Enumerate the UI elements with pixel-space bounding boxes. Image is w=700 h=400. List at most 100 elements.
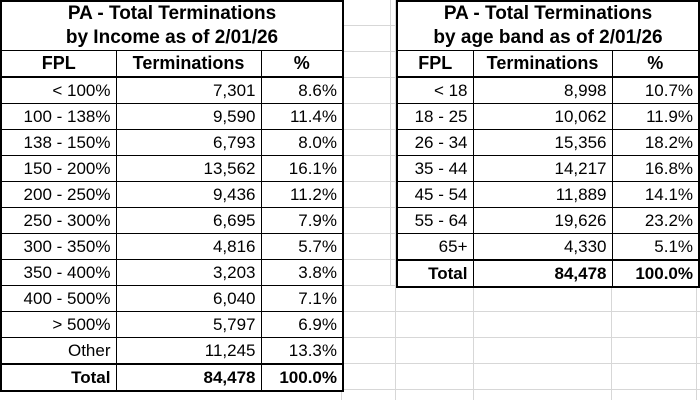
column-header-fpl[interactable]: FPL xyxy=(0,50,117,78)
percent-cell[interactable]: 16.1% xyxy=(260,155,344,182)
terminations-cell[interactable]: 7,301 xyxy=(115,76,262,104)
percent-cell[interactable]: 6.9% xyxy=(260,311,344,338)
terminations-cell[interactable]: 19,626 xyxy=(472,207,613,234)
terminations-cell[interactable]: 6,040 xyxy=(115,285,262,312)
fpl-cell[interactable]: 45 - 54 xyxy=(396,181,474,208)
percent-cell[interactable]: 5.7% xyxy=(260,233,344,260)
fpl-cell[interactable]: 300 - 350% xyxy=(0,233,117,260)
terminations-cell[interactable]: 11,889 xyxy=(472,181,613,208)
fpl-cell[interactable]: Other xyxy=(0,337,117,365)
total-percent-cell[interactable]: 100.0% xyxy=(611,259,700,288)
total-terminations-cell[interactable]: 84,478 xyxy=(472,259,613,288)
table-row: 100 - 138% 9,590 11.4% xyxy=(0,103,344,130)
percent-cell[interactable]: 23.2% xyxy=(611,207,700,234)
gridline-vertical xyxy=(395,0,396,400)
gridline-vertical xyxy=(390,0,391,286)
title-row: PA - Total Terminations by Income as of … xyxy=(0,0,344,51)
table-title-line2: by age band as of 2/01/26 xyxy=(433,27,663,48)
terminations-cell[interactable]: 3,203 xyxy=(115,259,262,286)
fpl-cell[interactable]: 65+ xyxy=(396,233,474,261)
percent-cell[interactable]: 11.9% xyxy=(611,103,700,130)
percent-cell[interactable]: 14.1% xyxy=(611,181,700,208)
terminations-cell[interactable]: 15,356 xyxy=(472,129,613,156)
age-terminations-table: PA - Total Terminations by age band as o… xyxy=(396,0,700,288)
percent-cell[interactable]: 18.2% xyxy=(611,129,700,156)
income-terminations-table: PA - Total Terminations by Income as of … xyxy=(0,0,344,392)
table-row: 250 - 300% 6,695 7.9% xyxy=(0,207,344,234)
fpl-cell[interactable]: 138 - 150% xyxy=(0,129,117,156)
percent-cell[interactable]: 13.3% xyxy=(260,337,344,365)
table-row: 400 - 500% 6,040 7.1% xyxy=(0,285,344,312)
fpl-cell[interactable]: 350 - 400% xyxy=(0,259,117,286)
table-title[interactable]: PA - Total Terminations by Income as of … xyxy=(0,0,344,51)
percent-cell[interactable]: 7.9% xyxy=(260,207,344,234)
total-terminations-cell[interactable]: 84,478 xyxy=(115,363,262,392)
fpl-cell[interactable]: 26 - 34 xyxy=(396,129,474,156)
table-row: 45 - 54 11,889 14.1% xyxy=(396,181,700,208)
title-row: PA - Total Terminations by age band as o… xyxy=(396,0,700,51)
table-row: 150 - 200% 13,562 16.1% xyxy=(0,155,344,182)
percent-cell[interactable]: 16.8% xyxy=(611,155,700,182)
fpl-cell[interactable]: 200 - 250% xyxy=(0,181,117,208)
column-header-percent[interactable]: % xyxy=(260,50,344,78)
fpl-cell[interactable]: < 100% xyxy=(0,76,117,104)
fpl-cell[interactable]: > 500% xyxy=(0,311,117,338)
terminations-cell[interactable]: 4,816 xyxy=(115,233,262,260)
table-title-line1: PA - Total Terminations xyxy=(67,3,277,24)
terminations-cell[interactable]: 4,330 xyxy=(472,233,613,261)
table-row: 35 - 44 14,217 16.8% xyxy=(396,155,700,182)
total-row: Total 84,478 100.0% xyxy=(396,259,700,288)
table-row: < 18 8,998 10.7% xyxy=(396,76,700,104)
fpl-cell[interactable]: < 18 xyxy=(396,76,474,104)
fpl-cell[interactable]: 150 - 200% xyxy=(0,155,117,182)
percent-cell[interactable]: 10.7% xyxy=(611,76,700,104)
terminations-cell[interactable]: 14,217 xyxy=(472,155,613,182)
total-percent-cell[interactable]: 100.0% xyxy=(260,363,344,392)
terminations-cell[interactable]: 6,793 xyxy=(115,129,262,156)
table-row: > 500% 5,797 6.9% xyxy=(0,311,344,338)
terminations-cell[interactable]: 9,436 xyxy=(115,181,262,208)
fpl-cell[interactable]: 100 - 138% xyxy=(0,103,117,130)
fpl-cell[interactable]: 35 - 44 xyxy=(396,155,474,182)
percent-cell[interactable]: 8.6% xyxy=(260,76,344,104)
percent-cell[interactable]: 11.4% xyxy=(260,103,344,130)
table-row: 350 - 400% 3,203 3.8% xyxy=(0,259,344,286)
column-header-percent[interactable]: % xyxy=(611,50,700,78)
terminations-cell[interactable]: 13,562 xyxy=(115,155,262,182)
table-row: < 100% 7,301 8.6% xyxy=(0,76,344,104)
column-header-terminations[interactable]: Terminations xyxy=(115,50,262,78)
total-label-cell[interactable]: Total xyxy=(0,363,117,392)
percent-cell[interactable]: 11.2% xyxy=(260,181,344,208)
table-row: 65+ 4,330 5.1% xyxy=(396,233,700,261)
terminations-cell[interactable]: 6,695 xyxy=(115,207,262,234)
percent-cell[interactable]: 5.1% xyxy=(611,233,700,261)
column-header-terminations[interactable]: Terminations xyxy=(472,50,613,78)
table-title[interactable]: PA - Total Terminations by age band as o… xyxy=(396,0,700,51)
terminations-cell[interactable]: 9,590 xyxy=(115,103,262,130)
table-row: Other 11,245 13.3% xyxy=(0,337,344,365)
terminations-cell[interactable]: 10,062 xyxy=(472,103,613,130)
percent-cell[interactable]: 8.0% xyxy=(260,129,344,156)
column-header-fpl[interactable]: FPL xyxy=(396,50,474,78)
percent-cell[interactable]: 3.8% xyxy=(260,259,344,286)
table-row: 200 - 250% 9,436 11.2% xyxy=(0,181,344,208)
terminations-cell[interactable]: 8,998 xyxy=(472,76,613,104)
fpl-cell[interactable]: 55 - 64 xyxy=(396,207,474,234)
total-label-cell[interactable]: Total xyxy=(396,259,474,288)
fpl-cell[interactable]: 400 - 500% xyxy=(0,285,117,312)
fpl-cell[interactable]: 18 - 25 xyxy=(396,103,474,130)
table-row: 138 - 150% 6,793 8.0% xyxy=(0,129,344,156)
header-row: FPL Terminations % xyxy=(396,50,700,78)
table-row: 300 - 350% 4,816 5.7% xyxy=(0,233,344,260)
header-row: FPL Terminations % xyxy=(0,50,344,78)
table-row: 26 - 34 15,356 18.2% xyxy=(396,129,700,156)
total-row: Total 84,478 100.0% xyxy=(0,363,344,392)
table-title-line2: by Income as of 2/01/26 xyxy=(65,27,279,48)
terminations-cell[interactable]: 5,797 xyxy=(115,311,262,338)
terminations-cell[interactable]: 11,245 xyxy=(115,337,262,365)
table-row: 55 - 64 19,626 23.2% xyxy=(396,207,700,234)
table-row: 18 - 25 10,062 11.9% xyxy=(396,103,700,130)
percent-cell[interactable]: 7.1% xyxy=(260,285,344,312)
fpl-cell[interactable]: 250 - 300% xyxy=(0,207,117,234)
